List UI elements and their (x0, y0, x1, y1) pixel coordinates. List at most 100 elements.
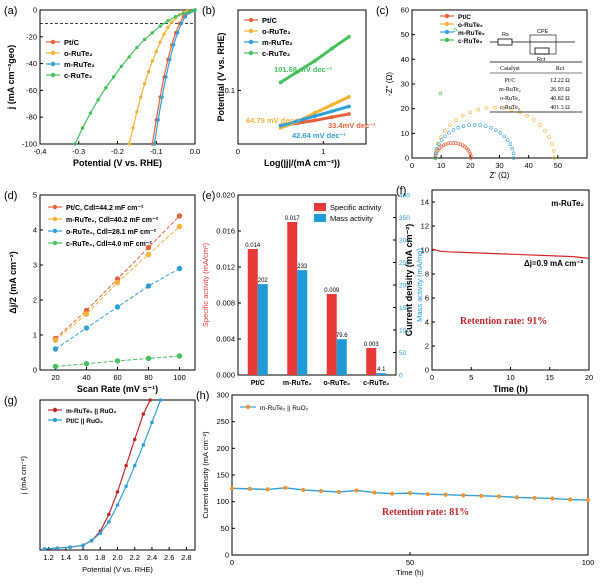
panel-d-ytick-label: 5 (33, 191, 37, 200)
panel-a-series-point (111, 75, 116, 79)
panel-g-xlabel: Potential (V vs. RHE) (82, 565, 153, 574)
panel-g-series-point (148, 398, 153, 402)
panel-a-legend-marker (50, 61, 56, 67)
panel-g-legend-entry: m-RuTe₂ || RuO₂ (66, 408, 117, 415)
panel-d-series-point (114, 358, 121, 364)
panel-a-series-point (193, 8, 197, 12)
panel-b-series-point (329, 46, 334, 51)
panel-g-xtick-label: 1.4 (61, 553, 71, 562)
panel-c-series-point (552, 156, 557, 160)
panel-c-xtick-label: 20 (466, 161, 474, 170)
panel-c-series-point (502, 134, 507, 139)
panel-b-annotation: 101.68 mV dec⁻¹ (274, 65, 333, 74)
panel-d-series-point (52, 337, 59, 343)
panel-b-series-point (347, 34, 351, 39)
panel-f-ytick-label: 0 (425, 366, 429, 375)
panel-g-series-point (107, 512, 111, 517)
panel-c-xlabel: Z' (Ω) (490, 171, 510, 180)
panel-e-ytick-label: 0.008 (216, 299, 235, 308)
panel-e-bar-label: 0.017 (285, 216, 301, 222)
panel-g-xtick-label: 1.2 (43, 553, 53, 562)
panel-f-xtick-label: 5 (469, 373, 473, 382)
panel-a-xtick-label: -0.1 (150, 147, 163, 156)
panel-e-bar-specific (366, 348, 377, 375)
panel-f-ytick-label: 6 (425, 294, 429, 303)
panel-e-category-label: m-RuTe₂ (283, 380, 312, 387)
panel-f-ylabel: Current density (mA cm⁻²) (404, 224, 414, 336)
panel-d-ytick-label: 1 (33, 331, 37, 340)
panel-g-xtick-label: 1.8 (95, 553, 105, 562)
panel-f-ytick-label: 8 (425, 270, 429, 279)
panel-e-ytick-label-right: 100 (399, 328, 410, 335)
panel-d-legend-marker (52, 216, 58, 222)
panel-b-series-point (347, 104, 351, 109)
panel-c-series-point (467, 149, 472, 154)
panel-c-ytick-label: 20 (401, 104, 409, 113)
panel-c-series-point (468, 151, 473, 156)
panel-f-ytick-label: 4 (425, 318, 429, 327)
panel-b-series-point (347, 112, 351, 116)
panel-c-series-point (498, 131, 503, 135)
panel-c-series-point (433, 151, 438, 156)
panel-a-ylabel: j (mA cm⁻²geo) (6, 45, 16, 110)
panel-h-legend-marker (245, 404, 251, 410)
panel-c-series-point (456, 125, 461, 130)
panel-f-annotation: Δj=0.9 mA cm⁻² (524, 259, 584, 268)
panel-f-xtick-label: 10 (506, 373, 514, 382)
panel-d-series-point (145, 355, 152, 362)
panel-g-series-point (115, 503, 120, 507)
panel-d-series-point (83, 361, 90, 367)
panel-c-series-point (547, 135, 551, 139)
panel-c-series-point (525, 113, 529, 118)
panel-g-frame (39, 399, 196, 551)
panel-d-series-point (83, 311, 90, 317)
panel-a-series-point (162, 32, 166, 36)
panel-e-bar-label: 0.014 (245, 243, 261, 249)
panel-h-series-point (336, 489, 341, 495)
panel-e-ytick-label: 0.004 (216, 335, 235, 344)
panel-g-legend-entry: Pt/C || RuO₂ (66, 418, 103, 425)
panel-c-legend-marker (444, 37, 450, 43)
panel-f-xtick-label: 15 (546, 373, 554, 382)
panel-d-series-point (114, 304, 121, 310)
panel-a-series-point (152, 142, 157, 146)
panel-a-xtick-label: -0.2 (111, 147, 124, 156)
panel-g-series-point (158, 398, 163, 402)
panel-c-series-point (476, 107, 480, 112)
panel-d-xtick-label: 60 (113, 373, 121, 382)
panel-h-ytick-label: 50 (221, 524, 229, 533)
panel-a-series-point (170, 20, 174, 24)
panel-b-series-point (347, 94, 351, 99)
panel-e-ytick-label-right: 400 (399, 193, 410, 200)
panel-c-series-point (468, 110, 472, 115)
panel-c-series-point (501, 106, 506, 110)
panel-h-series-point (550, 496, 555, 501)
panel-a-series-point (135, 45, 139, 50)
panel-e-bar-label: 0.009 (324, 288, 340, 294)
panel-a-series-point (150, 59, 155, 63)
panel-c-series-point (460, 113, 465, 118)
panel-g-series-point (150, 420, 154, 425)
panel-c-table-cell: o-RuTe₂ (500, 96, 520, 102)
panel-c-series-point (443, 142, 448, 147)
panel-c-circuit-label: Rct (537, 57, 546, 63)
panel-f-panel-label: (f) (396, 185, 406, 197)
panel-h-annotation: Retention rate: 81% (382, 507, 469, 518)
panel-b-frame (237, 9, 367, 145)
panel-e-ylabel-right: Mass activity (mA/mg) (415, 248, 424, 322)
panel-h-ylabel: Current density (mA cm⁻²) (201, 431, 210, 519)
panel-a-series-point (166, 25, 170, 30)
panel-c-circuit-parallel (529, 34, 557, 55)
panel-c-series-point (478, 123, 482, 127)
panel-h-ytick-label: 300 (216, 391, 229, 400)
panel-h-series-point (318, 488, 324, 494)
panel-a-series-point (139, 95, 143, 99)
panel-c-series-point (438, 91, 443, 96)
panel-d-ytick-label: 3 (33, 261, 37, 270)
panel-a-series-point (168, 57, 172, 62)
panel-c-series-point (453, 141, 458, 145)
panel-a-series-point (127, 55, 131, 59)
panel-g-series-point (42, 547, 47, 551)
panel-h-xtick-label: 0 (230, 558, 234, 567)
panel-d-ylabel: Δj/2 (mA cm⁻²) (8, 251, 18, 313)
